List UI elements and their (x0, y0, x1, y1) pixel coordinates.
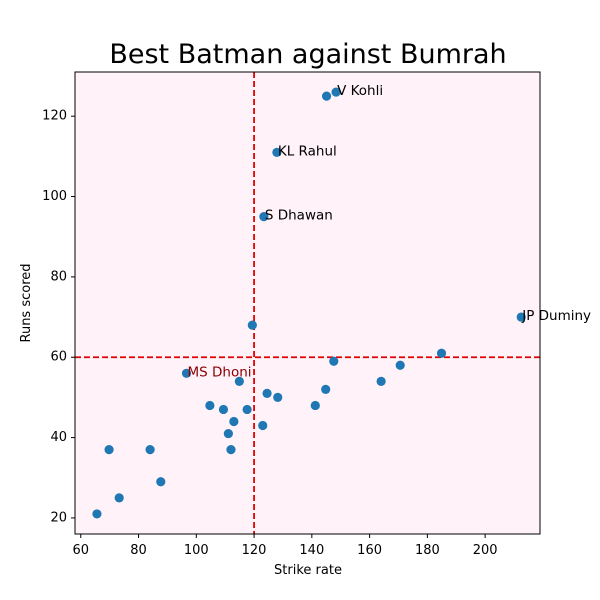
x-tick-label: 80 (130, 543, 147, 558)
data-point (331, 87, 341, 97)
data-point (234, 376, 244, 386)
data-point (181, 368, 192, 378)
data-point (92, 509, 102, 519)
x-axis-ticks: 60 80 100 120 140 160 180 200 (73, 534, 498, 558)
chart-title: Best Batman against Bumrah (109, 39, 506, 70)
point-annotations: V Kohli KL Rahul S Dhawan JP Duminy MS Dhoni (187, 83, 591, 380)
data-point (395, 360, 405, 370)
data-point (104, 445, 114, 455)
data-points (92, 87, 526, 519)
plot-area (75, 72, 540, 534)
data-point (205, 400, 215, 411)
point-annotation: KL Rahul (278, 143, 337, 159)
x-tick-label: 180 (415, 543, 440, 558)
y-axis-label: Runs scored (19, 263, 34, 342)
data-point (436, 348, 447, 358)
data-point (321, 91, 332, 101)
y-tick-label: 20 (50, 510, 67, 525)
y-axis-ticks: 20 40 60 80 100 120 (42, 109, 75, 525)
x-tick-label: 60 (73, 543, 90, 558)
data-point (258, 420, 268, 431)
x-tick-label: 140 (299, 543, 324, 558)
y-tick-label: 100 (42, 189, 67, 204)
point-annotation: JP Duminy (521, 308, 591, 324)
data-point (262, 388, 272, 398)
point-annotation: V Kohli (337, 83, 383, 99)
data-point (242, 404, 252, 415)
plot-frame (74, 71, 541, 535)
data-point (223, 428, 233, 439)
data-point (156, 477, 166, 487)
y-tick-label: 60 (50, 350, 67, 365)
data-point (273, 392, 283, 403)
x-axis-label: Strike rate (274, 563, 342, 578)
reference-lines (75, 72, 540, 534)
data-point (516, 312, 526, 322)
y-tick-label: 120 (42, 109, 67, 124)
data-point (247, 320, 257, 330)
point-annotation: MS Dhoni (187, 364, 251, 380)
x-tick-label: 120 (242, 543, 267, 558)
data-point (310, 400, 320, 411)
x-tick-label: 100 (184, 543, 209, 558)
data-point (218, 404, 229, 415)
data-point (145, 445, 155, 455)
data-point (321, 384, 331, 394)
data-point (329, 356, 339, 366)
data-point (114, 493, 124, 503)
data-point (376, 376, 386, 386)
y-tick-label: 40 (50, 430, 67, 445)
data-point (229, 416, 239, 427)
y-tick-label: 80 (50, 269, 67, 284)
x-tick-label: 160 (357, 543, 382, 558)
data-point (272, 147, 282, 157)
point-annotation: S Dhawan (265, 208, 333, 224)
data-point (259, 212, 269, 222)
data-point (226, 445, 236, 455)
x-tick-label: 200 (473, 543, 498, 558)
